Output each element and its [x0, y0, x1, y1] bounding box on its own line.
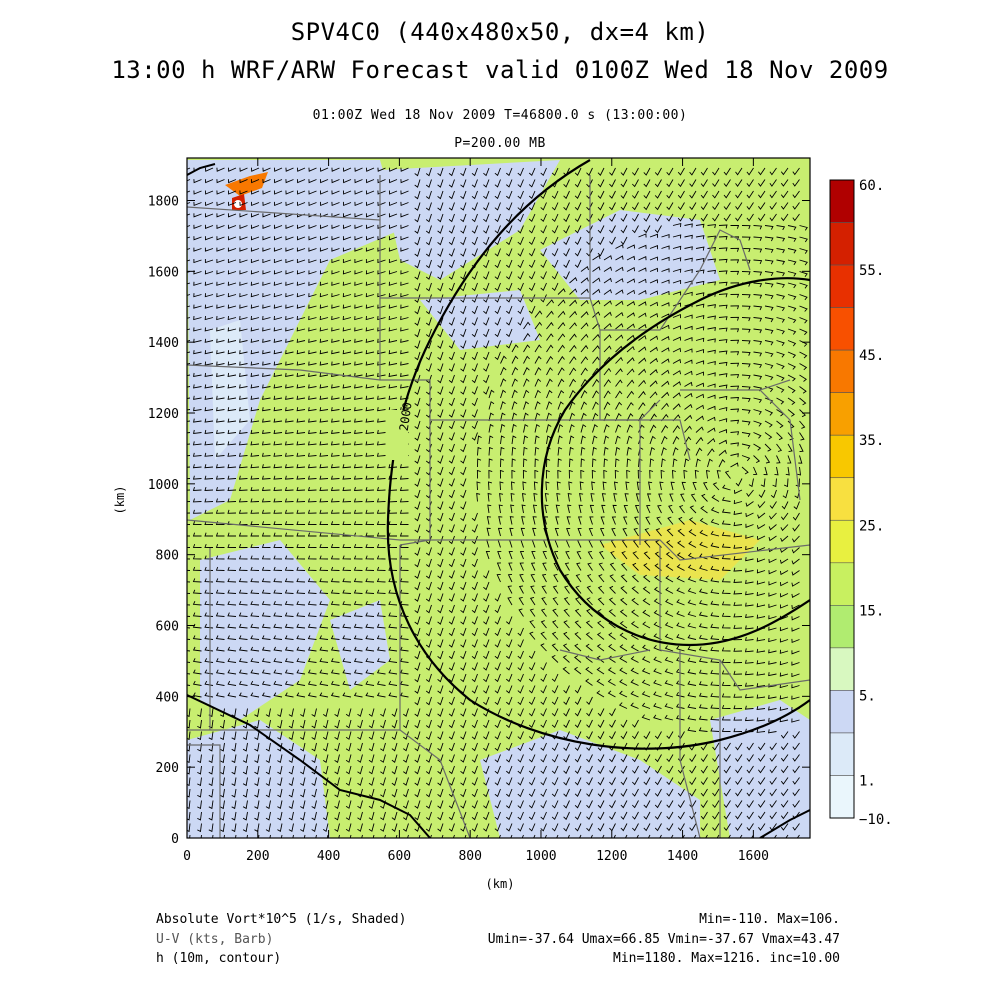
forecast-title: 13:00 h WRF/ARW Forecast valid 0100Z Wed… [111, 56, 889, 84]
colorbar-swatch [829, 264, 855, 308]
barb-legend: U-V (kts, Barb) [156, 932, 274, 947]
wind-barb-field [187, 167, 808, 838]
x-tick-label: 600 [388, 849, 411, 864]
shading-range: Min=-110. Max=106. [699, 912, 840, 927]
colorbar-swatch [829, 307, 855, 351]
colorbar-swatch [829, 562, 855, 606]
y-tick-label: 1000 [148, 478, 179, 493]
x-axis: 0 200 400 600 800 1000 1200 1400 1600 [183, 158, 769, 864]
colorbar-swatch [829, 690, 855, 734]
shading-legend: Absolute Vort*10^5 (1/s, Shaded) [156, 912, 407, 927]
y-tick-label: 200 [156, 761, 179, 776]
y-axis: 0 200 400 600 800 1000 1200 1400 1600 1800 [148, 195, 810, 847]
colorbar-swatch [829, 519, 855, 564]
y-tick-label: 1600 [148, 265, 179, 280]
colorbar-label: 25. [859, 518, 884, 534]
y-tick-label: 0 [171, 832, 179, 847]
colorbar-swatch [829, 732, 855, 776]
x-tick-label: 0 [183, 849, 191, 864]
contour-label: 2000 [397, 401, 415, 432]
colorbar-label: 15. [859, 603, 884, 619]
colorbar-label: 60. [859, 178, 884, 194]
x-axis-label: (km) [486, 877, 515, 891]
colorbar-label: 1. [859, 773, 876, 789]
colorbar-swatch [829, 349, 855, 393]
colorbar-label: 55. [859, 263, 884, 279]
y-tick-label: 800 [156, 549, 179, 564]
colorbar-label: −10. [859, 812, 893, 828]
colorbar-frame [829, 179, 855, 819]
y-tick-label: 400 [156, 690, 179, 705]
colorbar-swatch [829, 477, 855, 521]
contour-range: Min=1180. Max=1216. inc=10.00 [613, 951, 840, 966]
pressure-level-subtitle: P=200.00 MB [454, 136, 546, 151]
y-tick-label: 1800 [148, 195, 179, 210]
colorbar-swatch [829, 647, 855, 691]
contour-label-bg [386, 410, 408, 460]
x-tick-label: 400 [317, 849, 340, 864]
colorbar-swatch [829, 775, 855, 819]
colorbar-label: 35. [859, 433, 884, 449]
y-tick-label: 1200 [148, 407, 179, 422]
barb-range: Umin=-37.64 Umax=66.85 Vmin=-37.67 Vmax=… [487, 932, 840, 947]
wind-barbs [187, 167, 808, 838]
y-axis-label: (km) [113, 486, 127, 515]
colorbar-label: 5. [859, 688, 876, 704]
colorbar-swatch [829, 222, 855, 266]
valid-time-subtitle: 01:00Z Wed 18 Nov 2009 T=46800.0 s (13:0… [312, 108, 688, 123]
x-tick-label: 1400 [667, 849, 698, 864]
coastlines [187, 163, 810, 838]
x-tick-label: 1200 [596, 849, 627, 864]
colorbar-swatch [829, 179, 855, 223]
colorbar-label: 45. [859, 348, 884, 364]
contour-legend: h (10m, contour) [156, 951, 282, 966]
x-tick-label: 800 [458, 849, 481, 864]
colorbar: 60. 55. 45. 35. 25. 15. 5. 1. −10. [829, 178, 893, 828]
y-tick-label: 1400 [148, 336, 179, 351]
height-contours [386, 159, 810, 750]
colorbar-swatch [829, 392, 855, 436]
x-tick-label: 1000 [525, 849, 556, 864]
plot-frame [186, 157, 811, 839]
plot-title: SPV4C0 (440x480x50, dx=4 km) [290, 18, 710, 46]
colorbar-swatch [829, 434, 855, 479]
x-tick-label: 1600 [738, 849, 769, 864]
colorbar-swatch [829, 605, 855, 649]
x-tick-label: 200 [246, 849, 269, 864]
y-tick-label: 600 [156, 620, 179, 635]
